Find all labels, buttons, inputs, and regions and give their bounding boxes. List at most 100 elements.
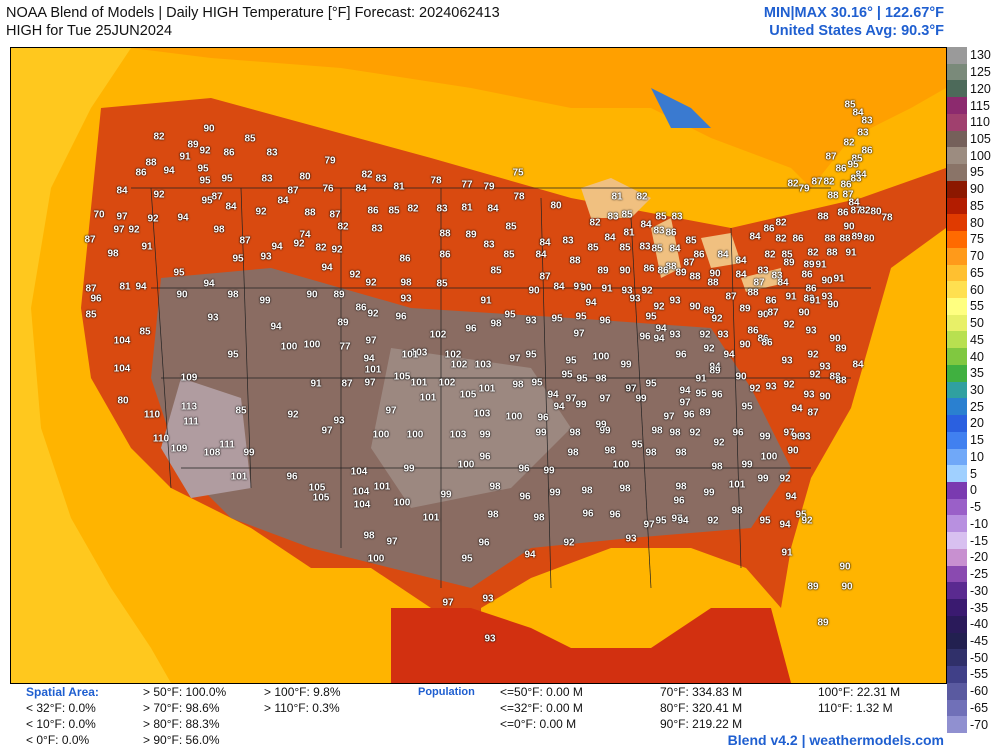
city-temperature-label: 92 — [331, 244, 343, 256]
city-temperature-label: 92 — [783, 379, 795, 391]
colorbar-segment — [947, 465, 967, 483]
spatial-stat: > 110°F: 0.3% — [264, 701, 340, 715]
colorbar-tick-label: 0 — [970, 483, 977, 498]
city-temperature-label: 96 — [609, 509, 621, 521]
colorbar-segment — [947, 599, 967, 617]
city-temperature-label: 96 — [395, 311, 407, 323]
city-temperature-label: 89 — [739, 303, 751, 315]
city-temperature-label: 90 — [619, 265, 631, 277]
city-temperature-label: 84 — [487, 203, 499, 215]
city-temperature-label: 89 — [333, 289, 345, 301]
city-temperature-label: 88 — [665, 261, 677, 273]
city-temperature-label: 77 — [461, 179, 473, 191]
city-temperature-label: 85 — [244, 133, 256, 145]
city-temperature-label: 98 — [213, 224, 225, 236]
city-temperature-label: 80 — [299, 171, 311, 183]
city-temperature-label: 97 — [113, 224, 125, 236]
city-temperature-label: 98 — [567, 447, 579, 459]
city-temperature-label: 99 — [575, 399, 587, 411]
colorbar-segment — [947, 97, 967, 115]
city-temperature-label: 90 — [839, 561, 851, 573]
colorbar-segment — [947, 649, 967, 667]
colorbar-tick-label: 95 — [970, 165, 984, 180]
city-temperature-label: 99 — [599, 425, 611, 437]
colorbar-segment — [947, 348, 967, 366]
colorbar-tick-label: 45 — [970, 332, 984, 347]
city-temperature-label: 85 — [619, 242, 631, 254]
city-temperature-label: 103 — [449, 429, 467, 441]
city-temperature-label: 84 — [604, 232, 616, 244]
city-temperature-label: 82 — [775, 233, 787, 245]
colorbar-segment — [947, 381, 967, 399]
city-temperature-label: 86 — [657, 265, 669, 277]
state-borders — [131, 187, 871, 589]
city-temperature-label: 95 — [221, 173, 233, 185]
city-temperature-label: 113 — [180, 401, 198, 413]
city-temperature-label: 85 — [844, 99, 856, 111]
city-temperature-label: 95 — [759, 515, 771, 527]
colorbar-segment — [947, 615, 967, 634]
city-temperature-label: 82 — [589, 217, 601, 229]
city-temperature-label: 80 — [863, 233, 875, 245]
city-temperature-label: 87 — [850, 205, 862, 217]
city-temperature-label: 96 — [675, 349, 687, 361]
city-temperature-label: 97 — [663, 411, 675, 423]
city-temperature-label: 85 — [436, 278, 448, 290]
colorbar-tick-label: 10 — [970, 449, 984, 464]
city-temperature-label: 86 — [837, 207, 849, 219]
city-temperature-label: 92 — [809, 369, 821, 381]
lake-huron — [701, 233, 741, 268]
city-temperature-label: 93 — [819, 361, 831, 373]
city-temperature-label: 87 — [807, 407, 819, 419]
city-temperature-label: 103 — [410, 347, 428, 359]
colorbar-tick-label: -65 — [970, 700, 989, 715]
city-temperature-label: 92 — [367, 308, 379, 320]
city-temperature-label: 96 — [90, 293, 102, 305]
city-temperature-label: 95 — [847, 159, 859, 171]
city-temperature-label: 94 — [271, 241, 283, 253]
city-temperature-label: 92 — [128, 224, 140, 236]
colorbar-tick-label: 60 — [970, 282, 984, 297]
city-temperature-label: 98 — [619, 483, 631, 495]
city-temperature-label: 94 — [653, 333, 665, 345]
city-temperature-label: 86 — [765, 295, 777, 307]
city-temperature-label: 86 — [757, 333, 769, 345]
city-temperature-label: 93 — [669, 329, 681, 341]
city-temperature-label: 102 — [438, 377, 456, 389]
spatial-col1: Spatial Area: < 32°F: 0.0% < 10°F: 0.0% … — [26, 684, 99, 748]
brand-link[interactable]: Blend v4.2 | weathermodels.com — [727, 732, 944, 748]
city-temperature-label: 94 — [524, 549, 536, 561]
city-temperature-label: 81 — [119, 281, 131, 293]
city-temperature-label: 95 — [575, 311, 587, 323]
city-temperature-label: 85 — [621, 209, 633, 221]
city-temperature-label: 96 — [673, 495, 685, 507]
city-temperature-label: 90 — [841, 581, 853, 593]
city-temperature-label: 82 — [775, 217, 787, 229]
city-temperature-label: 85 — [388, 205, 400, 217]
city-temperature-label: 82 — [407, 203, 419, 215]
city-temperature-label: 85 — [655, 211, 667, 223]
city-temperature-label: 89 — [851, 231, 863, 243]
city-temperature-label: 98 — [595, 373, 607, 385]
city-temperature-label: 86 — [135, 167, 147, 179]
population-stat: 90°F: 219.22 M — [660, 717, 743, 731]
city-temperature-label: 100 — [612, 459, 630, 471]
city-temperature-label: 95 — [173, 267, 185, 279]
colorbar-segment — [947, 716, 967, 734]
colorbar-segment — [947, 415, 967, 433]
city-temperature-label: 92 — [349, 269, 361, 281]
city-temperature-label: 100 — [393, 497, 411, 509]
city-temperature-label: 89 — [803, 259, 815, 271]
colorbar-tick-label: 20 — [970, 416, 984, 431]
colorbar-tick-label: 105 — [970, 132, 991, 147]
city-temperature-label: 88 — [304, 207, 316, 219]
city-temperature-label: 96 — [582, 508, 594, 520]
colorbar-segment — [947, 247, 967, 265]
city-temperature-label: 84 — [848, 197, 860, 209]
city-temperature-label: 93 — [669, 295, 681, 307]
city-temperature-label: 84 — [640, 219, 652, 231]
temperature-map[interactable]: 90 85 82 89 92 86 83 91 88 95 79 86 94 95 95 83 80 82 83 78… — [10, 47, 947, 684]
city-temperature-label: 94 — [135, 281, 147, 293]
city-temperature-label: 99 — [595, 419, 607, 431]
city-temperature-label: 90 — [821, 275, 833, 287]
